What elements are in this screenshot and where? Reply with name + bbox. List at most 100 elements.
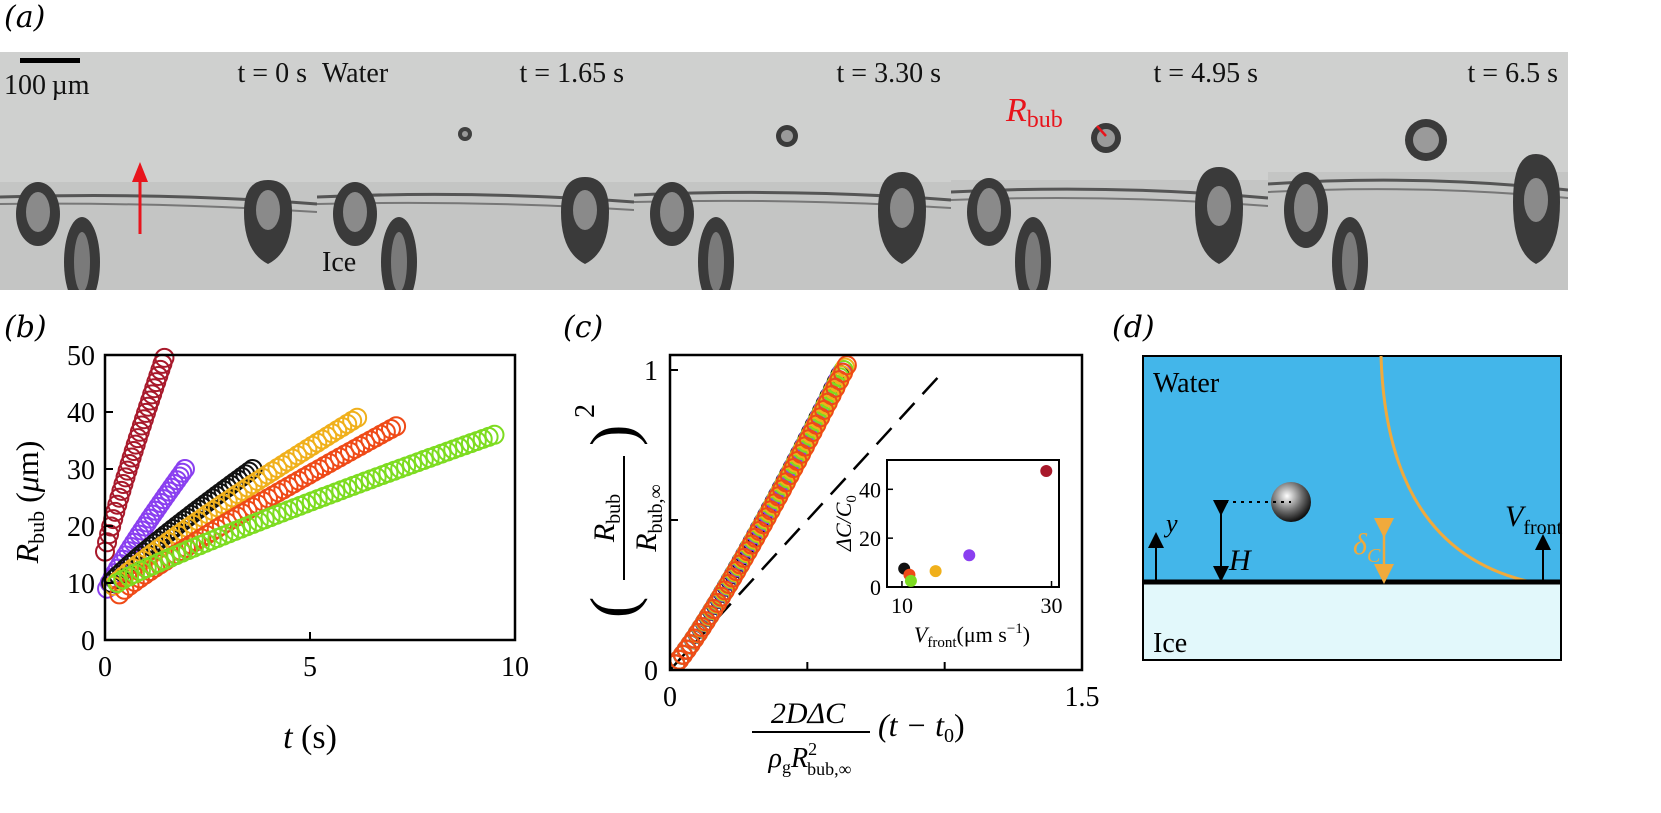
panel-d-water-label: Water — [1153, 368, 1220, 399]
data-point-orange — [298, 464, 319, 485]
x-tick-label: 0 — [98, 652, 112, 683]
data-point-orange — [129, 568, 150, 589]
data-point-orange — [386, 416, 407, 437]
data-point-c-4 — [680, 634, 701, 655]
panel-d-border — [1142, 355, 1562, 661]
data-point-orange — [314, 456, 335, 477]
data-point-yellow — [227, 484, 248, 505]
data-point-yellow — [282, 448, 303, 469]
radius-marker — [1096, 125, 1107, 137]
data-point-orange — [257, 488, 278, 509]
inset-y-tick-label: 40 — [859, 477, 881, 502]
data-point-dark-red — [97, 532, 118, 553]
data-point-purple — [174, 459, 195, 479]
data-point-yellow — [312, 429, 333, 450]
data-point-yellow — [257, 464, 278, 485]
data-point-yellow — [337, 413, 358, 434]
panel-b-chart: 0 5 10 0 10 20 30 40 50 t (s) Rbub (μm) — [9, 341, 529, 756]
delta-c-label: δC — [1353, 528, 1381, 567]
data-point-yellow — [342, 410, 363, 431]
data-point-yellow — [332, 416, 353, 437]
data-point-orange — [304, 461, 325, 482]
svg-text:Rbub,∞: Rbub,∞ — [630, 484, 667, 553]
data-point-orange — [150, 554, 171, 575]
ylabel-paren-close: ) — [577, 425, 648, 446]
data-point-yellow — [212, 494, 233, 515]
growth-arrowhead — [132, 162, 148, 182]
panel-c-xlabel: 2DΔC ρgR2 bub,∞ (t − t0) — [752, 697, 965, 779]
data-point-yellow — [217, 490, 238, 511]
data-point-yellow — [307, 432, 328, 453]
vfront-label: Vfront — [1505, 500, 1563, 539]
data-point-yellow — [237, 477, 258, 498]
frame-2-time: t = 1.65 s — [519, 58, 624, 89]
y-label: y — [1163, 509, 1178, 538]
panel-b-xlabel: t (s) — [283, 719, 337, 756]
data-point-orange — [170, 540, 191, 561]
data-point-yellow — [247, 470, 268, 491]
data-point-purple — [172, 462, 193, 483]
rbub-annotation: Rbub — [1006, 92, 1063, 134]
water-label: Water — [322, 58, 389, 89]
data-point-c-4 — [676, 639, 697, 660]
frame-5: t = 6.5 s — [1268, 52, 1568, 290]
data-point-yellow — [327, 420, 348, 441]
scale-bar-label: 100 µm — [4, 70, 90, 101]
data-point-orange — [263, 485, 284, 506]
inset-ticks: 10 30 0 20 40 — [859, 477, 1063, 618]
y-tick-label: 20 — [67, 512, 95, 543]
data-point-dark-red — [101, 516, 122, 537]
data-point-yellow — [317, 426, 338, 447]
y-tick-label: 50 — [67, 341, 95, 372]
data-point-yellow — [207, 497, 228, 518]
c-x-tick-label: 1.5 — [1065, 682, 1100, 713]
y-tick-label: 10 — [67, 569, 95, 600]
h-label: H — [1228, 544, 1253, 577]
data-point-yellow — [292, 442, 313, 463]
data-point-c-4 — [673, 644, 694, 665]
scale-bar — [20, 58, 80, 63]
panel-label-c: (c) — [563, 310, 604, 345]
panel-d-ice-label: Ice — [1153, 628, 1187, 659]
panel-label-b: (b) — [4, 310, 47, 345]
panel-label-a: (a) — [4, 0, 46, 35]
data-point-orange — [309, 458, 330, 479]
frame-5-image — [1268, 52, 1568, 290]
inset-points — [898, 464, 1053, 587]
data-point-yellow — [277, 451, 298, 472]
panel-label-d: (d) — [1112, 310, 1155, 345]
y-tick-label: 0 — [81, 626, 95, 657]
water-region — [1143, 356, 1561, 582]
rbub-symbol: R — [1006, 92, 1027, 129]
panel-c-ylabel: ( Rbub Rbub,∞ ) 2 — [570, 404, 667, 618]
panel-d-schematic: Water Ice y H δC Vfront — [1142, 355, 1563, 661]
inset-y-tick-label: 0 — [870, 575, 881, 600]
data-point-yellow — [262, 461, 283, 482]
data-point-c-4 — [684, 628, 705, 649]
data-point-orange — [283, 473, 304, 494]
data-point-orange — [288, 470, 309, 491]
ylabel-exponent: 2 — [570, 404, 601, 418]
ylabel-paren-open: ( — [577, 597, 648, 618]
inset-ylabel: ΔC/C0 — [831, 495, 860, 552]
svg-text:Rbub: Rbub — [588, 494, 625, 543]
data-point-yellow — [222, 487, 243, 508]
frame-2-image — [317, 52, 634, 290]
inset-point — [904, 574, 917, 587]
data-point-orange — [232, 503, 253, 524]
data-point-yellow — [322, 423, 343, 444]
data-point-orange — [211, 515, 232, 536]
y-tick-label: 30 — [67, 455, 95, 486]
data-point-yellow — [242, 474, 263, 495]
data-point-orange — [114, 579, 135, 600]
c-y-tick-label: 0 — [644, 656, 658, 687]
c-x-tick-label: 0 — [663, 682, 677, 713]
frame-4: Rbub t = 4.95 s — [951, 52, 1268, 290]
panel-c-series-group — [670, 355, 857, 670]
data-point-yellow — [272, 454, 293, 475]
rbub-subscript: bub — [1026, 107, 1063, 133]
ice-region — [1143, 582, 1561, 660]
data-point-orange — [324, 450, 345, 471]
inset-x-tick-label: 10 — [891, 593, 913, 618]
frame-2: Water Ice t = 1.65 s — [317, 52, 634, 290]
